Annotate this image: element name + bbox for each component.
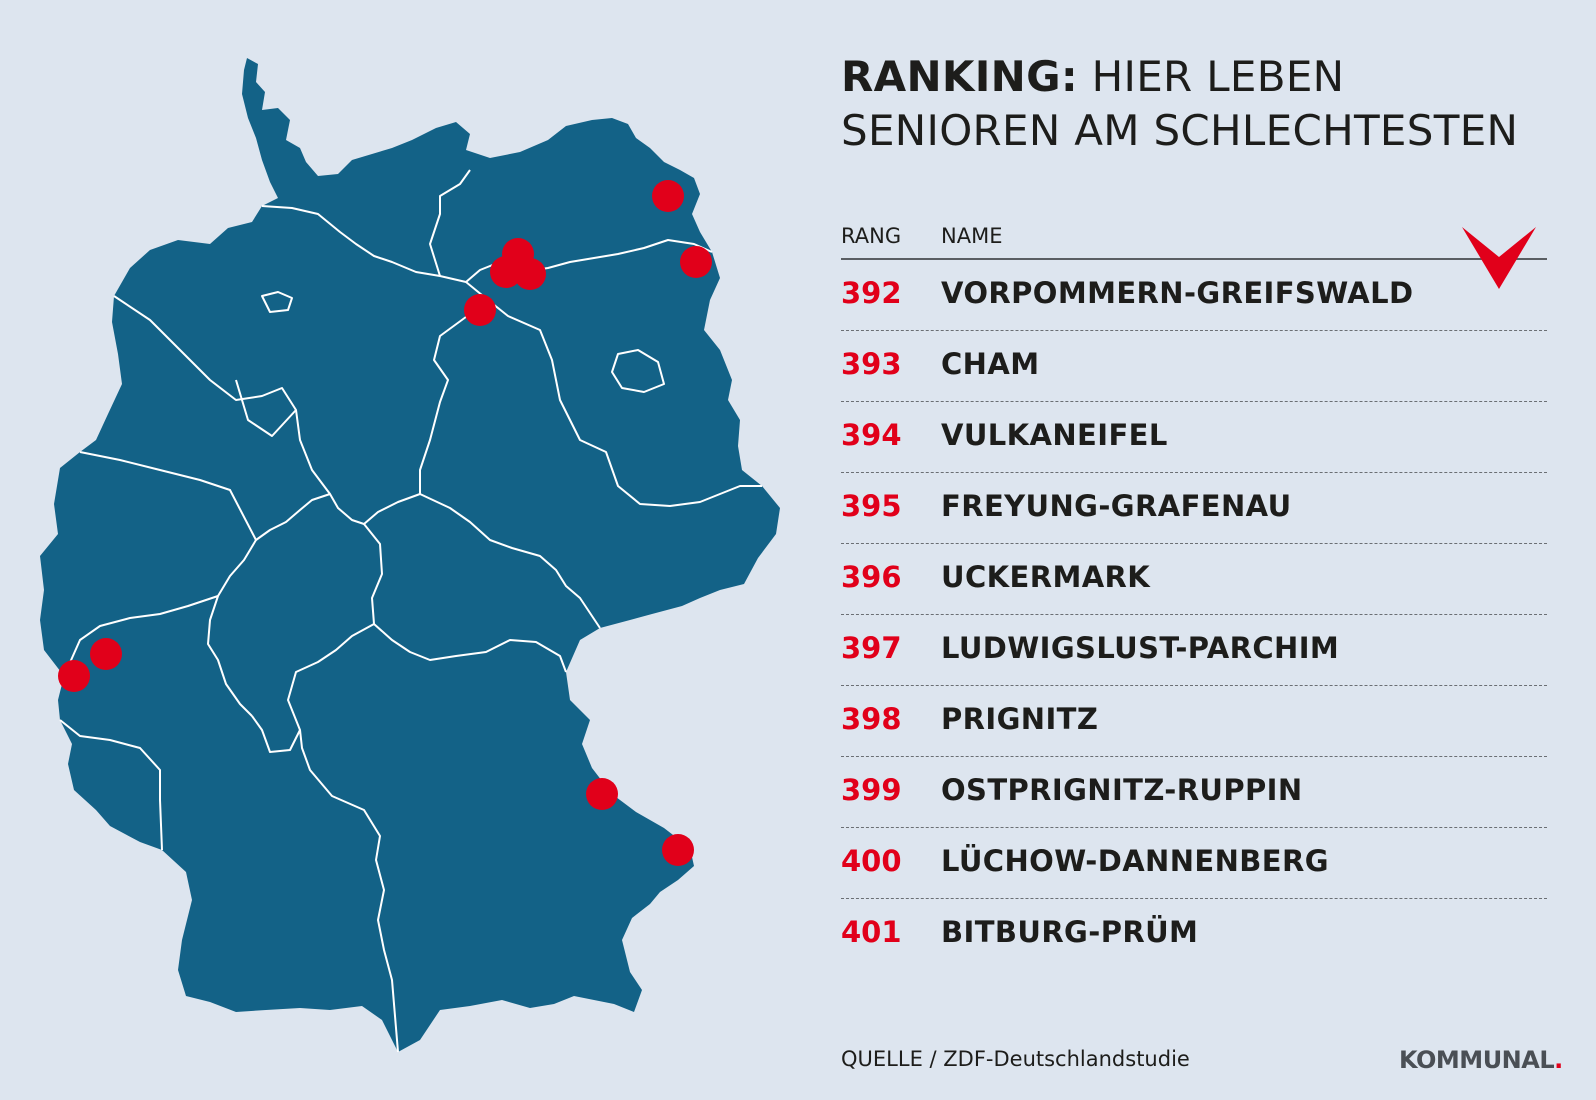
district-name: FREYUNG-GRAFENAU (941, 489, 1292, 523)
germany-map-svg (40, 58, 780, 1053)
district-name: OSTPRIGNITZ-RUPPIN (941, 773, 1303, 807)
marker (514, 258, 546, 290)
district-name: VULKANEIFEL (941, 418, 1168, 452)
marker (680, 246, 712, 278)
rank-value: 396 (841, 560, 902, 594)
source-note: QUELLE / ZDF-Deutschlandstudie (841, 1047, 1190, 1071)
marker (58, 660, 90, 692)
logo-text: KOMMUNAL (1399, 1046, 1555, 1074)
rank-value: 394 (841, 418, 902, 452)
district-name: PRIGNITZ (941, 702, 1099, 736)
district-name: LUDWIGSLUST-PARCHIM (941, 631, 1340, 665)
marker (490, 256, 522, 288)
table-row: 392 VORPOMMERN-GREIFSWALD (841, 260, 1547, 331)
table-row: 395 FREYUNG-GRAFENAU (841, 473, 1547, 544)
rank-value: 392 (841, 276, 902, 310)
district-name: UCKERMARK (941, 560, 1151, 594)
headline-strong: RANKING: (841, 52, 1078, 101)
marker (652, 180, 684, 212)
logo-dot: . (1554, 1046, 1563, 1074)
name-column-header: NAME (941, 224, 1003, 248)
rank-value: 395 (841, 489, 902, 523)
ranking-table: 392 VORPOMMERN-GREIFSWALD 393 CHAM 394 V… (841, 260, 1547, 970)
rank-value: 401 (841, 915, 902, 949)
district-name: VORPOMMERN-GREIFSWALD (941, 276, 1414, 310)
chevron-down-icon (1462, 227, 1536, 289)
headline-line2: SENIOREN AM SCHLECHTESTEN (841, 106, 1519, 155)
kommunal-logo: KOMMUNAL. (1399, 1046, 1563, 1074)
table-row: 396 UCKERMARK (841, 544, 1547, 615)
district-name: CHAM (941, 347, 1040, 381)
headline-line1: HIER LEBEN (1078, 52, 1345, 101)
rank-value: 398 (841, 702, 902, 736)
table-row: 397 LUDWIGSLUST-PARCHIM (841, 615, 1547, 686)
marker (90, 638, 122, 670)
rank-column-header: RANG (841, 224, 902, 248)
table-row: 399 OSTPRIGNITZ-RUPPIN (841, 757, 1547, 828)
markers (58, 180, 712, 866)
rank-value: 400 (841, 844, 902, 878)
rank-value: 393 (841, 347, 902, 381)
district-name: LÜCHOW-DANNENBERG (941, 844, 1329, 878)
state-borders (59, 169, 762, 1053)
table-row: 394 VULKANEIFEL (841, 402, 1547, 473)
rank-value: 397 (841, 631, 902, 665)
rank-value: 399 (841, 773, 902, 807)
headline: RANKING: HIER LEBEN SENIOREN AM SCHLECHT… (841, 50, 1561, 158)
marker (464, 294, 496, 326)
marker (586, 778, 618, 810)
table-row: 401 BITBURG-PRÜM (841, 899, 1547, 970)
marker (662, 834, 694, 866)
table-row: 400 LÜCHOW-DANNENBERG (841, 828, 1547, 899)
table-row: 393 CHAM (841, 331, 1547, 402)
germany-map (40, 58, 780, 1053)
table-row: 398 PRIGNITZ (841, 686, 1547, 757)
table-header: RANG NAME (841, 222, 1547, 260)
district-name: BITBURG-PRÜM (941, 915, 1199, 949)
